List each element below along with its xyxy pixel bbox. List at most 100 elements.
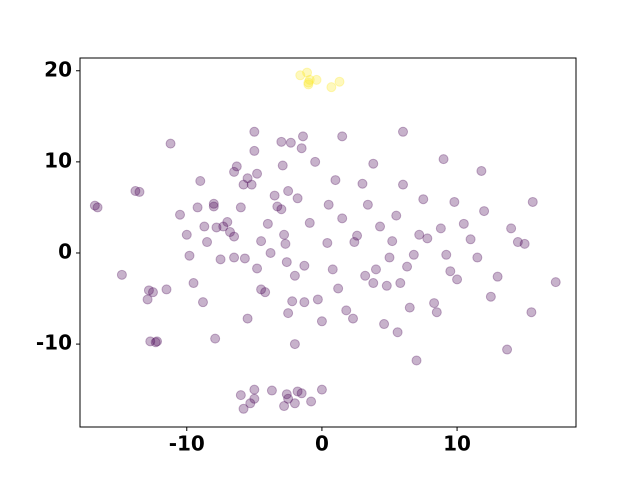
scatter-point	[368, 278, 379, 289]
scatter-point	[188, 278, 199, 289]
scatter-point	[379, 319, 390, 330]
scatter-point	[449, 196, 460, 207]
scatter-point	[392, 327, 403, 338]
scatter-point	[337, 213, 348, 224]
scatter-point	[195, 176, 206, 186]
scatter-point	[472, 252, 483, 263]
scatter-point	[279, 229, 290, 240]
scatter-point	[281, 389, 292, 400]
scatter-point	[283, 308, 294, 319]
scatter-point	[283, 186, 294, 197]
scatter-point	[161, 284, 172, 295]
scatter-point	[147, 287, 158, 298]
scatter-point	[242, 313, 253, 324]
scatter-point	[269, 190, 280, 201]
scatter-point	[352, 230, 363, 241]
scatter-point	[218, 221, 229, 232]
y-tick-label: 0	[58, 239, 72, 263]
scatter-point	[408, 249, 419, 260]
scatter-point	[398, 126, 409, 137]
scatter-point	[143, 285, 154, 296]
scatter-point	[316, 384, 327, 395]
scatter-point	[297, 131, 308, 142]
scatter-point	[348, 313, 359, 324]
x-tick-label: 10	[443, 432, 471, 456]
scatter-point	[384, 252, 395, 263]
scatter-point	[330, 175, 341, 186]
scatter-point	[289, 270, 300, 281]
scatter-point	[303, 79, 314, 90]
scatter-point	[225, 227, 236, 238]
scatter-point	[249, 393, 260, 404]
scatter-point	[299, 297, 310, 308]
scatter-point	[519, 238, 530, 249]
scatter-point	[252, 168, 263, 179]
scatter-point	[249, 384, 260, 395]
scatter-point	[452, 274, 463, 285]
scatter-point	[116, 269, 127, 280]
scatter-point	[322, 237, 333, 248]
scatter-point	[431, 307, 442, 318]
scatter-point	[130, 186, 141, 197]
scatter-point	[302, 67, 313, 78]
scatter-point	[292, 386, 303, 397]
scatter-point	[142, 294, 153, 305]
scatter-point	[246, 179, 257, 190]
scatter-point	[229, 252, 240, 263]
scatter-point	[349, 237, 360, 248]
scatter-point	[479, 206, 490, 217]
scatter-point	[199, 221, 210, 232]
scatter-point	[281, 257, 292, 268]
scatter-point	[370, 264, 381, 275]
scatter-point	[418, 194, 429, 205]
scatter-point	[458, 218, 469, 229]
scatter-point	[287, 296, 298, 307]
scatter-point	[306, 396, 317, 407]
axes-frame	[79, 57, 577, 428]
scatter-point	[323, 199, 334, 210]
scatter-point	[334, 76, 345, 87]
scatter-point	[238, 179, 249, 190]
scatter-point	[289, 398, 300, 409]
scatter-point	[280, 238, 291, 249]
scatter-point	[165, 138, 176, 149]
scatter-point	[506, 223, 517, 234]
scatter-point	[295, 70, 306, 81]
scatter-point	[435, 223, 446, 234]
scatter-point	[341, 305, 352, 316]
scatter-point	[150, 337, 161, 348]
scatter-point	[277, 160, 288, 171]
scatter-point	[229, 231, 240, 242]
scatter-point	[242, 173, 253, 184]
scatter-point	[285, 137, 296, 148]
scatter-point	[316, 316, 327, 327]
scatter-point	[262, 218, 273, 229]
scatter-point	[145, 336, 156, 347]
scatter-point	[245, 398, 256, 409]
scatter-point	[312, 294, 323, 305]
scatter-point	[215, 254, 226, 265]
scatter-point	[249, 145, 260, 156]
scatter-point	[333, 283, 344, 294]
scatter-point	[337, 131, 348, 142]
scatter-point	[283, 393, 294, 404]
scatter-point	[175, 209, 186, 220]
scatter-point	[235, 202, 246, 213]
scatter-point	[404, 302, 415, 313]
scatter-point	[238, 403, 249, 414]
y-tick-label: -10	[36, 331, 72, 355]
scatter-point	[222, 217, 233, 227]
scatter-point	[411, 355, 422, 366]
scatter-point	[229, 166, 240, 177]
scatter-point	[184, 250, 195, 261]
scatter-point	[89, 200, 100, 211]
scatter-point	[265, 247, 276, 258]
scatter-point	[357, 178, 368, 189]
scatter-point	[276, 136, 287, 147]
scatter-point	[445, 266, 456, 277]
scatter-point	[311, 74, 322, 85]
scatter-point	[304, 217, 315, 228]
scatter-point	[429, 298, 440, 309]
scatter-point	[465, 234, 476, 245]
